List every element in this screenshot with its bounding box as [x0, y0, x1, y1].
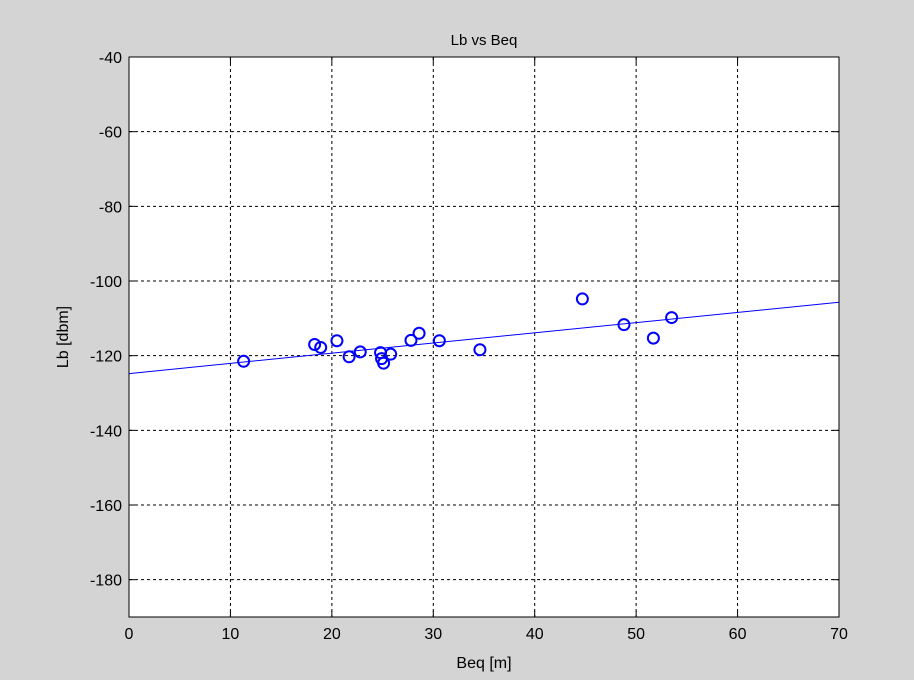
data-point — [237, 354, 251, 368]
data-point — [330, 334, 344, 348]
data-point — [432, 334, 446, 348]
y-tick-label: -160 — [90, 498, 122, 515]
x-axis-label: Beq [m] — [456, 655, 511, 672]
y-axis-label: Lb [dbm] — [55, 306, 72, 368]
plot-area — [129, 57, 839, 617]
data-point — [377, 356, 391, 370]
y-tick-label: -80 — [99, 199, 122, 216]
y-tick-labels: -40 -60 -80 -100 -120 -140 -160 -180 — [90, 50, 122, 590]
data-point — [646, 331, 660, 345]
scatter-points-layer — [237, 292, 679, 370]
y-tick-label: -120 — [90, 349, 122, 366]
x-tick-label: 0 — [125, 626, 134, 643]
data-point — [412, 326, 426, 340]
data-point — [314, 340, 328, 354]
data-point — [308, 337, 322, 351]
x-tick-label: 40 — [526, 626, 544, 643]
y-tick-label: -140 — [90, 423, 122, 440]
x-tick-label: 10 — [222, 626, 240, 643]
data-point — [342, 350, 356, 364]
data-point — [384, 347, 398, 361]
y-tick-label: -40 — [99, 50, 122, 67]
y-tick-label: -180 — [90, 573, 122, 590]
x-tick-label: 70 — [830, 626, 848, 643]
data-point — [473, 343, 487, 357]
x-tick-label: 20 — [323, 626, 341, 643]
x-tick-label: 50 — [627, 626, 645, 643]
x-tick-label: 30 — [424, 626, 442, 643]
y-tick-label: -60 — [99, 125, 122, 142]
x-tick-label: 60 — [729, 626, 747, 643]
data-point — [617, 318, 631, 332]
data-point — [404, 333, 418, 347]
y-tick-label: -100 — [90, 274, 122, 291]
data-point — [665, 311, 679, 325]
fit-line — [128, 301, 840, 375]
data-point — [353, 345, 367, 359]
x-tick-labels: 0 10 20 30 40 50 60 70 — [125, 626, 848, 643]
axes-box — [128, 56, 840, 618]
data-point — [575, 292, 589, 306]
axis-ticks — [128, 56, 840, 617]
fit-line-layer — [128, 301, 840, 375]
chart-title: Lb vs Beq — [451, 32, 518, 49]
